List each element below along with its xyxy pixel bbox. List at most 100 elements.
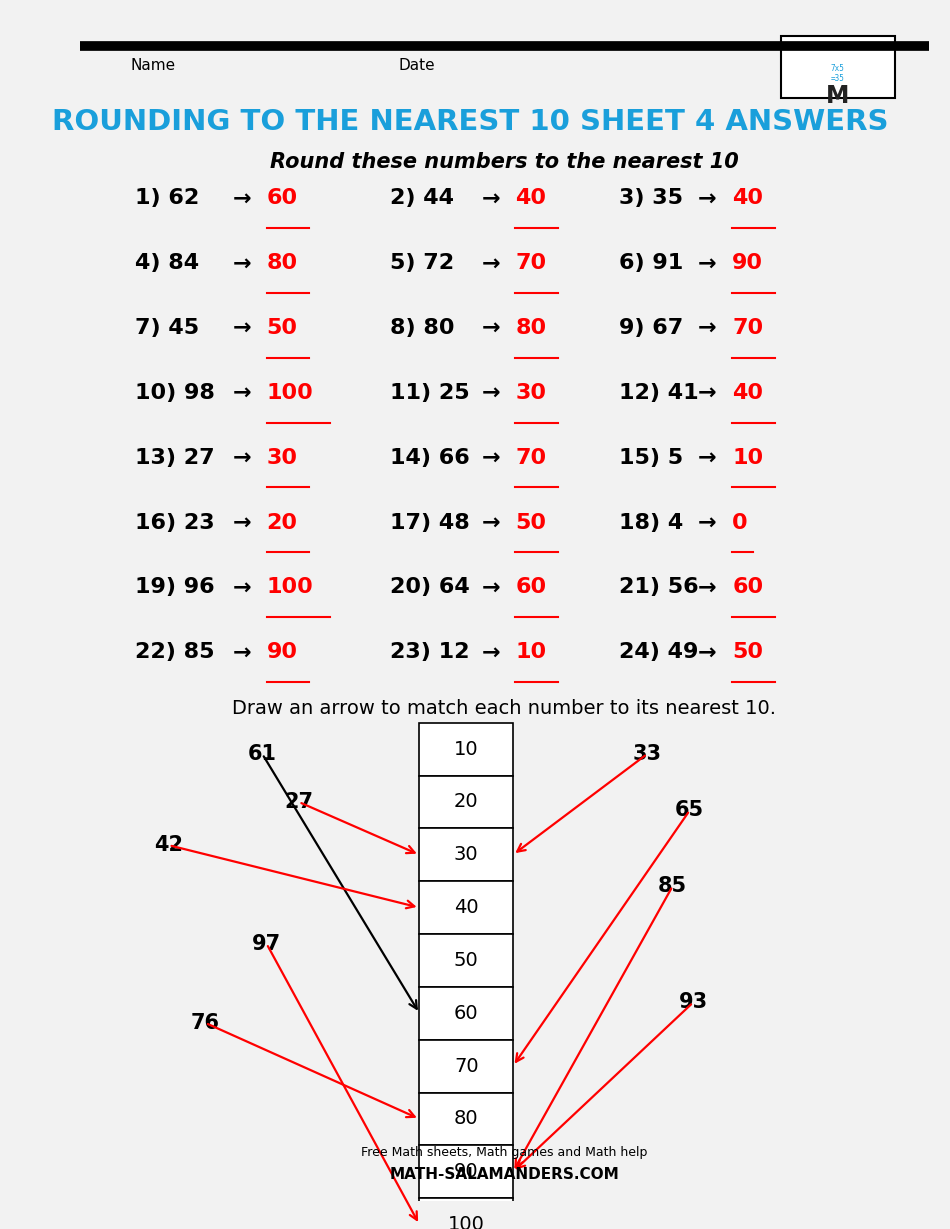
Text: 20: 20 xyxy=(454,793,479,811)
Text: →: → xyxy=(233,318,251,338)
Text: 100: 100 xyxy=(267,578,314,597)
Text: →: → xyxy=(482,318,500,338)
Text: 60: 60 xyxy=(516,578,546,597)
Text: 30: 30 xyxy=(454,846,479,864)
Bar xyxy=(420,1093,513,1145)
Text: 10: 10 xyxy=(516,643,546,662)
Text: →: → xyxy=(698,253,717,273)
Text: →: → xyxy=(482,643,500,662)
Text: 85: 85 xyxy=(658,876,687,896)
Bar xyxy=(420,1145,513,1198)
Text: 40: 40 xyxy=(454,898,479,917)
Text: 18) 4: 18) 4 xyxy=(619,512,683,532)
Text: 80: 80 xyxy=(516,318,546,338)
Text: 90: 90 xyxy=(454,1163,479,1181)
Text: →: → xyxy=(233,188,251,209)
Text: 76: 76 xyxy=(191,1013,219,1032)
Text: 40: 40 xyxy=(732,383,763,403)
Bar xyxy=(420,1198,513,1229)
Text: 30: 30 xyxy=(516,383,546,403)
Text: 100: 100 xyxy=(447,1215,484,1229)
Text: →: → xyxy=(698,318,717,338)
Text: Free Math sheets, Math games and Math help: Free Math sheets, Math games and Math he… xyxy=(361,1147,648,1159)
Text: 23) 12: 23) 12 xyxy=(390,643,469,662)
Text: 61: 61 xyxy=(248,744,276,764)
Text: →: → xyxy=(698,447,717,468)
Text: 70: 70 xyxy=(516,253,546,273)
Text: 22) 85: 22) 85 xyxy=(135,643,215,662)
Text: 19) 96: 19) 96 xyxy=(135,578,215,597)
Text: 16) 23: 16) 23 xyxy=(135,512,215,532)
Text: →: → xyxy=(233,643,251,662)
Text: 3) 35: 3) 35 xyxy=(619,188,683,209)
Text: →: → xyxy=(482,512,500,532)
Text: 93: 93 xyxy=(678,993,708,1013)
Text: 50: 50 xyxy=(454,951,479,970)
Text: →: → xyxy=(233,253,251,273)
Text: →: → xyxy=(233,578,251,597)
Text: 0: 0 xyxy=(732,512,748,532)
Text: →: → xyxy=(698,578,717,597)
Text: 5) 72: 5) 72 xyxy=(390,253,454,273)
Text: Round these numbers to the nearest 10: Round these numbers to the nearest 10 xyxy=(270,152,739,172)
Text: →: → xyxy=(698,512,717,532)
Text: 24) 49: 24) 49 xyxy=(619,643,698,662)
Text: 1) 62: 1) 62 xyxy=(135,188,200,209)
Text: 60: 60 xyxy=(267,188,297,209)
Text: Name: Name xyxy=(130,58,176,73)
Text: →: → xyxy=(698,383,717,403)
Text: M: M xyxy=(826,84,849,108)
Text: 60: 60 xyxy=(732,578,763,597)
Text: 10) 98: 10) 98 xyxy=(135,383,215,403)
Text: →: → xyxy=(233,383,251,403)
Text: 8) 80: 8) 80 xyxy=(390,318,454,338)
Text: 21) 56: 21) 56 xyxy=(619,578,699,597)
Text: 70: 70 xyxy=(732,318,763,338)
Text: 50: 50 xyxy=(516,512,546,532)
Text: 20: 20 xyxy=(267,512,297,532)
Text: 90: 90 xyxy=(732,253,763,273)
Text: 10: 10 xyxy=(454,740,479,758)
Text: 70: 70 xyxy=(454,1057,479,1075)
Text: 80: 80 xyxy=(267,253,297,273)
Text: 14) 66: 14) 66 xyxy=(390,447,469,468)
Text: 13) 27: 13) 27 xyxy=(135,447,215,468)
Text: 7) 45: 7) 45 xyxy=(135,318,199,338)
Text: 11) 25: 11) 25 xyxy=(390,383,469,403)
Bar xyxy=(420,881,513,934)
Text: ROUNDING TO THE NEAREST 10 SHEET 4 ANSWERS: ROUNDING TO THE NEAREST 10 SHEET 4 ANSWE… xyxy=(52,108,888,136)
Text: 2) 44: 2) 44 xyxy=(390,188,454,209)
Bar xyxy=(420,775,513,828)
Text: 27: 27 xyxy=(284,791,314,812)
Text: 50: 50 xyxy=(732,643,763,662)
Text: 42: 42 xyxy=(154,836,183,855)
Text: 70: 70 xyxy=(516,447,546,468)
Text: 65: 65 xyxy=(675,800,704,821)
Text: 30: 30 xyxy=(267,447,297,468)
Text: MATH-SALAMANDERS.COM: MATH-SALAMANDERS.COM xyxy=(390,1166,619,1181)
Text: 90: 90 xyxy=(267,643,297,662)
Text: 6) 91: 6) 91 xyxy=(619,253,683,273)
Text: 50: 50 xyxy=(267,318,297,338)
Text: 40: 40 xyxy=(732,188,763,209)
Text: Date: Date xyxy=(398,58,435,73)
Text: →: → xyxy=(233,447,251,468)
Text: 4) 84: 4) 84 xyxy=(135,253,199,273)
Bar xyxy=(420,828,513,881)
Bar xyxy=(420,987,513,1040)
Text: 10: 10 xyxy=(732,447,763,468)
Bar xyxy=(420,723,513,775)
Text: 9) 67: 9) 67 xyxy=(619,318,683,338)
Bar xyxy=(420,934,513,987)
Text: 17) 48: 17) 48 xyxy=(390,512,469,532)
Text: →: → xyxy=(482,578,500,597)
Text: →: → xyxy=(482,253,500,273)
Text: →: → xyxy=(482,383,500,403)
Text: 97: 97 xyxy=(252,934,281,954)
Text: 40: 40 xyxy=(516,188,546,209)
Text: 60: 60 xyxy=(454,1004,479,1023)
Text: 12) 41: 12) 41 xyxy=(619,383,699,403)
Text: 7x5
=35: 7x5 =35 xyxy=(830,64,845,84)
Text: →: → xyxy=(482,188,500,209)
Text: →: → xyxy=(698,643,717,662)
